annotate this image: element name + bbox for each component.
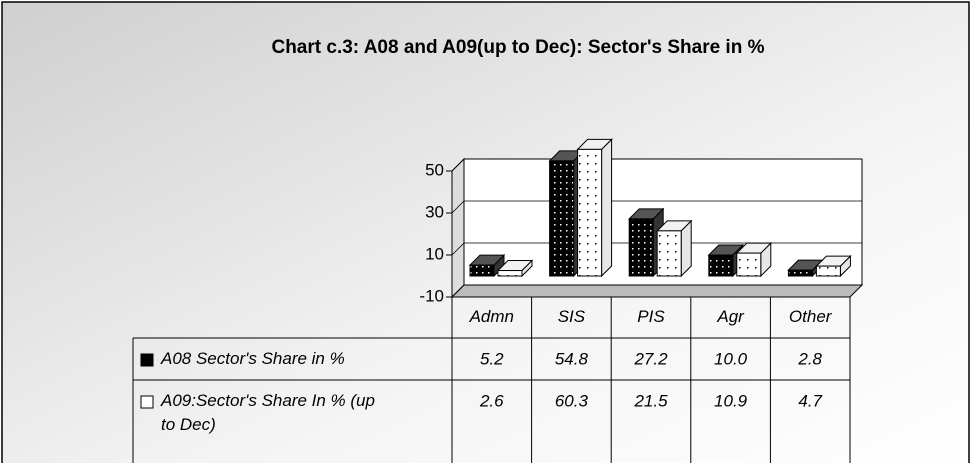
- y-tick-label: 30: [425, 202, 444, 221]
- grid-line: [451, 284, 862, 298]
- grid-line: [451, 158, 862, 172]
- bar: [815, 265, 841, 277]
- x-tick-label: Admn: [469, 307, 514, 326]
- bar: [469, 264, 495, 277]
- bar: [549, 160, 575, 277]
- data-label: 2.8: [797, 349, 822, 368]
- x-tick-label: SIS: [558, 307, 586, 326]
- bar: [787, 269, 813, 277]
- data-label: 60.3: [555, 391, 589, 410]
- floor: [450, 284, 864, 298]
- x-tick-label: Other: [789, 307, 833, 326]
- legend-label: A09:Sector's Share In % (up to Dec): [160, 391, 375, 434]
- bar: [708, 254, 734, 277]
- y-tick-label: -10: [419, 286, 444, 305]
- data-label: 5.2: [480, 349, 504, 368]
- data-label: 2.6: [479, 391, 504, 410]
- data-label: 21.5: [633, 391, 668, 410]
- side-wall: [451, 157, 465, 299]
- bar-side: [601, 138, 613, 278]
- y-tick-label: 50: [425, 160, 444, 179]
- data-label: 4.7: [798, 391, 822, 410]
- x-tick-label: Agr: [716, 307, 745, 326]
- legend-label: A08 Sector's Share in %: [160, 349, 345, 368]
- y-tick-label: 10: [425, 244, 444, 263]
- legend-key: [140, 353, 154, 367]
- bar: [628, 218, 654, 277]
- legend-key: [140, 395, 154, 409]
- data-label: 10.9: [714, 391, 748, 410]
- grid-line: [451, 242, 862, 256]
- data-label: 54.8: [555, 349, 589, 368]
- data-label: 27.2: [633, 349, 668, 368]
- bar: [736, 252, 762, 277]
- chart-title: Chart c.3: A08 and A09(up to Dec): Secto…: [271, 37, 764, 58]
- bar: [497, 270, 523, 277]
- x-tick-label: PIS: [637, 307, 665, 326]
- bar: [577, 148, 603, 277]
- grid-line: [451, 200, 862, 214]
- data-label: 10.0: [714, 349, 748, 368]
- bar: [656, 230, 682, 277]
